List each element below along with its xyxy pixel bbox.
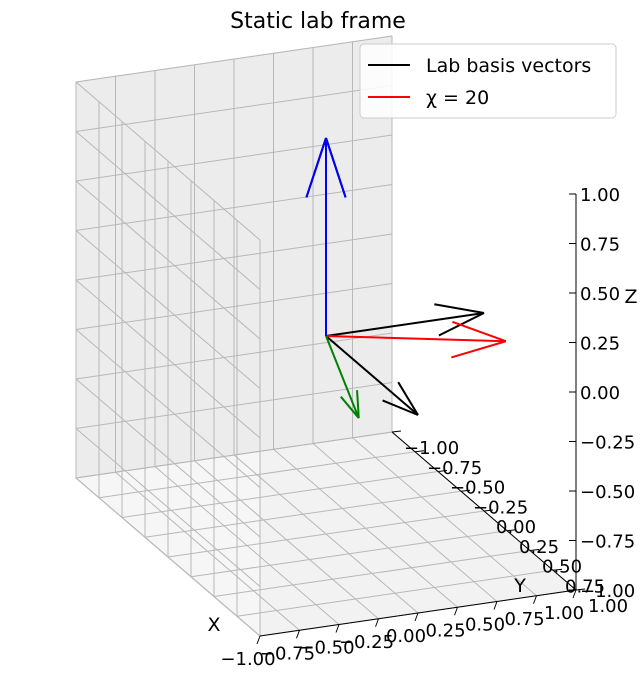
x-tick <box>454 607 458 616</box>
grid-line <box>190 530 508 578</box>
x-tick-label: −0.25 <box>339 632 394 653</box>
grid-line <box>213 550 531 597</box>
z-axis-label: Z <box>624 286 637 308</box>
y-tick-label: 0.75 <box>565 576 605 597</box>
vector-arrows <box>305 137 507 419</box>
vector-head <box>397 381 419 416</box>
x-tick <box>335 624 340 633</box>
tick-labels: −1.00−1.00−1.00−0.75−0.75−0.75−0.50−0.50… <box>220 185 635 670</box>
z-tick-label: −0.50 <box>580 482 635 503</box>
z-tick-label: −0.75 <box>580 532 635 553</box>
x-tick-label: 0.75 <box>504 609 544 630</box>
legend-label: Lab basis vectors <box>426 55 591 77</box>
x-tick <box>256 635 261 645</box>
z-tick-label: −1.00 <box>580 581 635 602</box>
x-tick-label: −1.00 <box>220 649 275 670</box>
vector-head <box>434 303 485 314</box>
grid-line <box>75 35 393 83</box>
y-tick-label: −0.50 <box>450 478 505 499</box>
vector-head <box>452 320 507 343</box>
grid-line <box>236 569 554 617</box>
z-tick-label: 0.50 <box>580 284 620 305</box>
z-tick-label: 1.00 <box>580 185 620 206</box>
vector-arrow <box>325 335 360 419</box>
legend-box <box>359 43 617 119</box>
vector-head <box>340 396 360 419</box>
y-tick <box>506 529 517 532</box>
y-tick <box>391 430 402 433</box>
vector-shaft <box>325 335 419 416</box>
y-tick <box>414 450 425 453</box>
vector-head <box>325 137 347 198</box>
x-tick <box>296 630 300 639</box>
grid-line <box>312 443 498 602</box>
grid-line <box>75 81 261 241</box>
grid-lines <box>75 35 577 637</box>
y-tick <box>483 509 494 512</box>
vector-arrow <box>325 335 419 416</box>
y-tick <box>552 568 563 571</box>
y-tick-label: 0.50 <box>542 557 582 578</box>
y-tick-label: 1.00 <box>588 596 628 617</box>
vector-head <box>382 399 419 416</box>
y-tick <box>529 549 540 551</box>
vector-head <box>451 340 507 359</box>
grid-line <box>75 180 261 340</box>
x-tick-label: 0.25 <box>425 620 465 641</box>
y-tick-label: −0.75 <box>427 458 482 479</box>
grid-line <box>75 233 393 281</box>
y-tick-label: 0.00 <box>496 517 536 538</box>
x-tick <box>572 589 577 599</box>
grid-line <box>75 134 393 182</box>
y-tick <box>437 470 448 472</box>
x-tick-label: 0.50 <box>465 615 505 636</box>
x-tick <box>493 601 498 610</box>
z-tick-label: 0.00 <box>580 383 620 404</box>
grid-line <box>75 184 393 231</box>
vector-head <box>356 390 360 419</box>
x-tick <box>414 612 419 622</box>
x-tick-label: 0.00 <box>386 626 426 647</box>
vector-shaft <box>325 335 360 419</box>
chart-title: Static lab frame <box>230 9 406 34</box>
x-axis-label: X <box>207 614 220 636</box>
grid-line <box>273 448 458 608</box>
z-tick-label: −0.25 <box>580 433 635 454</box>
grid-line <box>75 85 393 132</box>
vector-shaft <box>325 335 506 343</box>
grid-line <box>75 131 261 290</box>
grid-line <box>75 279 261 439</box>
y-tick <box>575 588 586 591</box>
x-tick-label: −0.75 <box>260 643 315 664</box>
y-tick-label: −1.00 <box>404 438 459 459</box>
z-tick-label: 0.25 <box>580 334 620 355</box>
grid-line <box>167 510 485 558</box>
x-tick <box>375 618 379 627</box>
x-tick-label: −0.50 <box>299 638 354 659</box>
y-tick-label: −0.25 <box>473 497 528 518</box>
y-tick <box>460 489 471 492</box>
legend-label: χ = 20 <box>426 87 489 109</box>
tick-marks <box>256 193 586 645</box>
vector-arrow <box>305 137 347 336</box>
z-tick-label: 0.75 <box>580 235 620 256</box>
vector-arrow <box>325 320 507 359</box>
y-axis-label: Y <box>513 575 526 597</box>
x-tick <box>533 595 537 604</box>
grid-line <box>352 437 537 597</box>
vector-shaft <box>325 312 485 337</box>
legend: Lab basis vectors χ = 20 <box>359 43 617 119</box>
x-tick-label: 1.00 <box>544 603 584 624</box>
vector-head <box>305 137 327 198</box>
y-tick-label: 0.25 <box>519 537 559 558</box>
grid-line <box>75 230 261 389</box>
